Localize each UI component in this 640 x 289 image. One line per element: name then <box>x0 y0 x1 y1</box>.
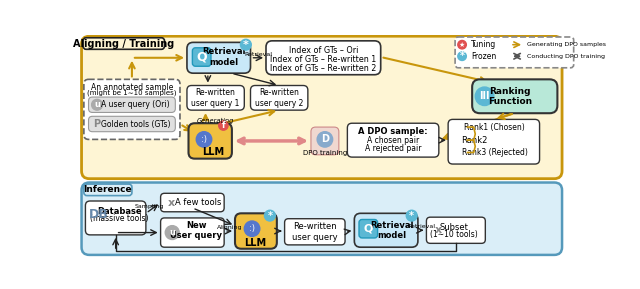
Text: DPO training: DPO training <box>303 150 347 156</box>
FancyBboxPatch shape <box>85 201 146 235</box>
Circle shape <box>406 210 417 221</box>
Text: New
User query: New User query <box>170 221 222 240</box>
Circle shape <box>244 221 260 236</box>
Text: Q: Q <box>364 224 373 234</box>
FancyBboxPatch shape <box>250 86 308 110</box>
Text: *: * <box>268 211 273 221</box>
Text: Retrieval
model: Retrieval model <box>202 47 246 67</box>
Text: Database: Database <box>97 207 142 216</box>
FancyBboxPatch shape <box>355 213 418 247</box>
Text: Rank2: Rank2 <box>461 136 488 145</box>
Circle shape <box>241 39 252 50</box>
FancyBboxPatch shape <box>266 41 381 75</box>
Text: u: u <box>169 228 175 237</box>
Text: A DPO sample:: A DPO sample: <box>358 127 428 136</box>
Text: Q: Q <box>196 51 207 64</box>
Text: Aligning / Training: Aligning / Training <box>73 39 174 49</box>
Text: Index of GTs – Ori: Index of GTs – Ori <box>289 46 358 55</box>
Text: Retrieval: Retrieval <box>244 52 272 57</box>
Text: Retrieval
model: Retrieval model <box>370 221 413 240</box>
Text: A few tools: A few tools <box>175 198 221 207</box>
FancyBboxPatch shape <box>193 48 211 66</box>
Text: Re-written
user query 2: Re-written user query 2 <box>255 88 303 108</box>
Text: Tuning: Tuning <box>472 40 497 49</box>
FancyBboxPatch shape <box>84 79 180 139</box>
Text: (massive tools): (massive tools) <box>90 214 148 223</box>
Text: x: x <box>435 225 442 235</box>
FancyBboxPatch shape <box>81 36 562 179</box>
Text: Re-written
user query: Re-written user query <box>292 222 338 242</box>
Text: DB: DB <box>89 208 108 221</box>
Text: *: * <box>243 40 249 50</box>
FancyBboxPatch shape <box>88 97 175 112</box>
Text: Golden tools (GTs): Golden tools (GTs) <box>101 119 170 129</box>
Circle shape <box>219 121 228 130</box>
Text: f: f <box>221 121 225 130</box>
Text: Sampling: Sampling <box>135 204 164 209</box>
Text: ★: ★ <box>459 42 465 48</box>
FancyBboxPatch shape <box>285 219 345 245</box>
Text: Inference: Inference <box>84 185 132 194</box>
Text: *: * <box>409 211 414 221</box>
Text: Index of GTs – Re-written 1: Index of GTs – Re-written 1 <box>270 55 376 64</box>
FancyBboxPatch shape <box>359 219 378 238</box>
Text: A chosen pair: A chosen pair <box>367 136 419 145</box>
FancyBboxPatch shape <box>81 183 562 255</box>
Text: Frozen: Frozen <box>472 52 497 61</box>
Text: (might be 1∼10 samples): (might be 1∼10 samples) <box>87 90 177 97</box>
Text: Rank1 (Chosen): Rank1 (Chosen) <box>464 123 525 131</box>
Text: Re-written
user query 1: Re-written user query 1 <box>191 88 240 108</box>
FancyBboxPatch shape <box>84 184 132 196</box>
Circle shape <box>264 210 275 221</box>
Text: (1∼10 tools): (1∼10 tools) <box>429 229 477 239</box>
Text: :): :) <box>249 224 255 233</box>
FancyBboxPatch shape <box>426 217 485 243</box>
FancyBboxPatch shape <box>161 218 224 247</box>
Text: Ranking
Function: Ranking Function <box>488 87 532 106</box>
Text: D: D <box>321 134 329 144</box>
Text: *: * <box>460 51 465 61</box>
Text: Conducting DPO training: Conducting DPO training <box>527 54 605 59</box>
FancyBboxPatch shape <box>187 42 250 73</box>
Text: u: u <box>94 100 100 109</box>
Circle shape <box>165 226 179 240</box>
FancyBboxPatch shape <box>161 193 224 212</box>
Circle shape <box>317 132 333 147</box>
Text: Subset: Subset <box>439 223 468 232</box>
Text: A user query (Ori): A user query (Ori) <box>102 100 170 109</box>
Circle shape <box>476 87 494 105</box>
FancyBboxPatch shape <box>348 123 439 157</box>
FancyBboxPatch shape <box>472 79 557 113</box>
Text: lll: lll <box>479 91 490 101</box>
FancyBboxPatch shape <box>83 38 164 49</box>
Text: Generating: Generating <box>197 118 234 124</box>
Text: x: x <box>168 198 175 208</box>
Text: Rank3 (Rejected): Rank3 (Rejected) <box>461 148 527 157</box>
Text: :): :) <box>201 135 207 144</box>
Circle shape <box>458 40 467 49</box>
Circle shape <box>458 52 467 60</box>
FancyBboxPatch shape <box>189 123 232 159</box>
Text: LLM: LLM <box>244 238 266 248</box>
FancyBboxPatch shape <box>235 213 277 249</box>
FancyBboxPatch shape <box>187 86 244 110</box>
Text: Retrieval: Retrieval <box>408 224 436 229</box>
Text: A rejected pair: A rejected pair <box>365 144 421 153</box>
FancyBboxPatch shape <box>448 119 540 164</box>
Text: Index of GTs – Re-written 2: Index of GTs – Re-written 2 <box>270 64 376 73</box>
Text: Generating DPO samples: Generating DPO samples <box>527 42 606 47</box>
Text: An annotated sample: An annotated sample <box>91 83 173 92</box>
FancyBboxPatch shape <box>455 37 573 68</box>
Text: LLM: LLM <box>202 147 225 158</box>
Circle shape <box>196 132 212 147</box>
FancyBboxPatch shape <box>311 127 339 155</box>
Circle shape <box>92 99 102 110</box>
Text: Aligning: Aligning <box>217 225 243 230</box>
Text: P: P <box>93 119 100 129</box>
FancyBboxPatch shape <box>88 116 175 132</box>
